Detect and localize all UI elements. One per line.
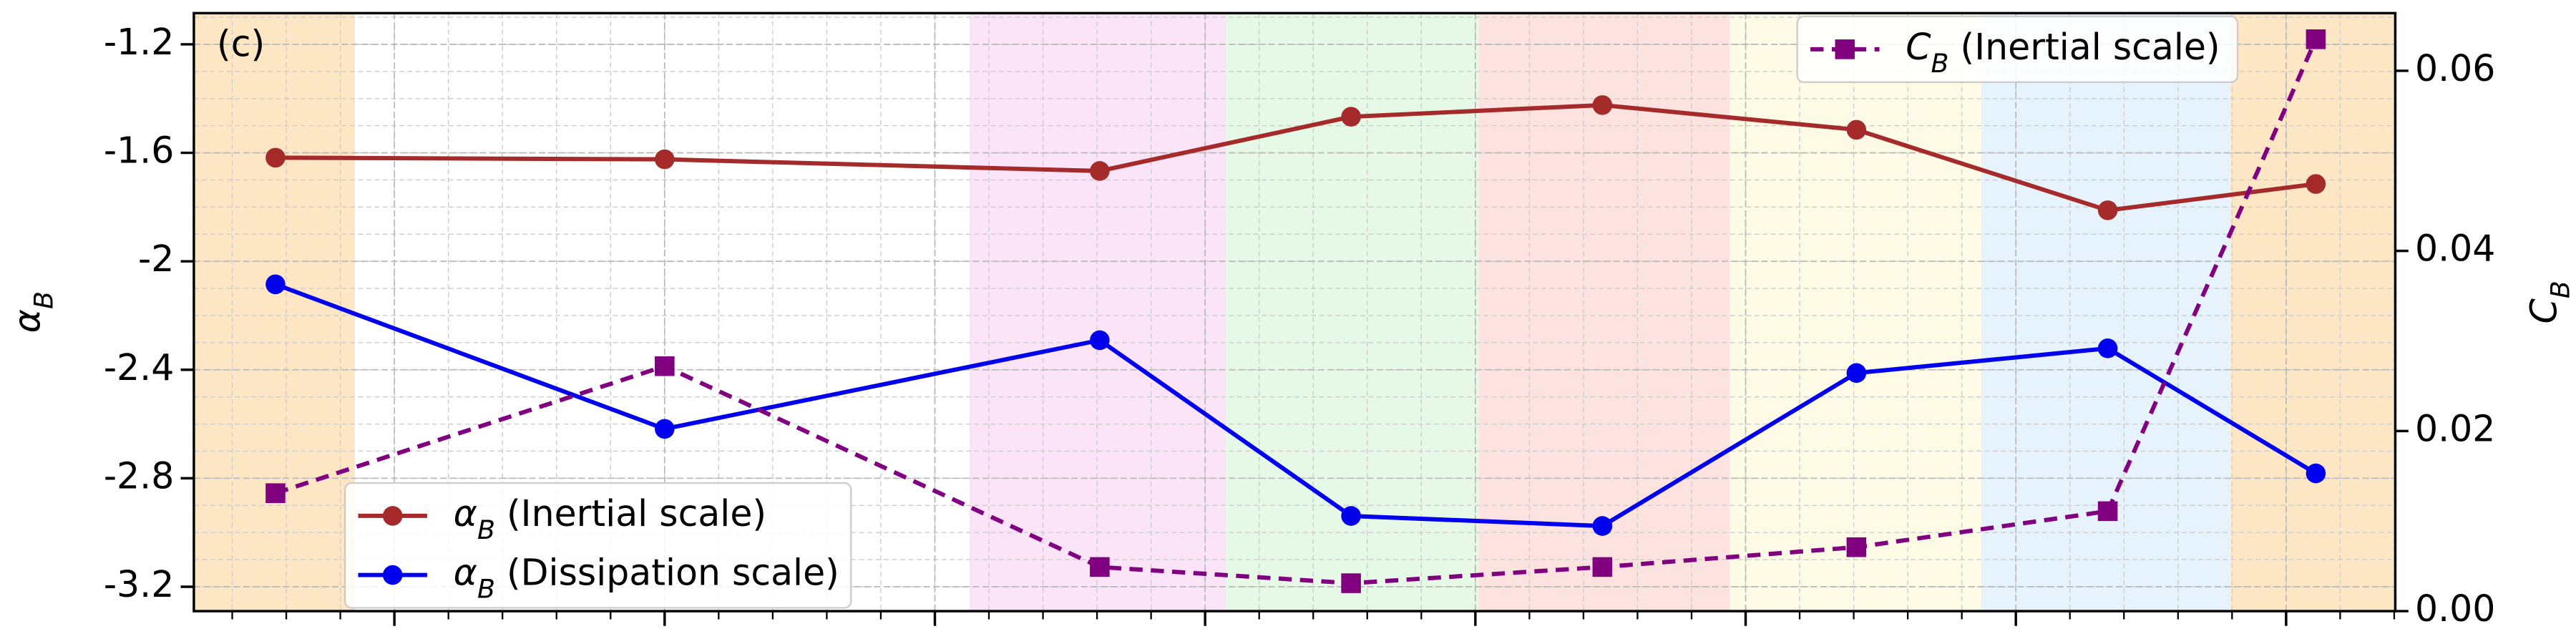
marker [1341, 573, 1361, 593]
marker [2097, 501, 2118, 522]
marker [265, 483, 286, 503]
legend-marker [382, 506, 403, 526]
marker [655, 149, 675, 170]
y-tick-label: -2 [138, 238, 174, 280]
marker [1846, 537, 1867, 557]
y-tick-label: -2.8 [104, 454, 175, 497]
legend-marker [1835, 39, 1855, 59]
shaded-region [2230, 13, 2396, 612]
marker [265, 147, 286, 168]
y2-tick-label: 0.00 [2415, 587, 2495, 630]
y-tick-label: -1.6 [104, 129, 175, 171]
marker [1341, 107, 1361, 127]
y-tick-label: -1.2 [104, 20, 175, 62]
panel-label: (c) [217, 22, 265, 64]
marker [1341, 506, 1361, 526]
marker [1090, 330, 1110, 351]
y2-tick-label: 0.04 [2415, 227, 2495, 269]
marker [265, 274, 286, 295]
shaded-region [193, 13, 356, 612]
foreground: -1.2 -1.6 -2 -2.4 -2.8 -3.2 0.00 0.02 0.04 0.06 (c… [6, 11, 2575, 630]
marker [1090, 161, 1110, 181]
legend-label: αB (Dissipation scale) [454, 551, 839, 604]
y2-tick-label: 0.02 [2415, 407, 2495, 449]
legend-marker [382, 565, 403, 585]
marker [1592, 516, 1613, 536]
shaded-region [969, 13, 1226, 612]
marker [1592, 95, 1613, 115]
marker [655, 419, 675, 439]
y2-tick-label: 0.06 [2415, 47, 2495, 89]
y-tick-label: -2.4 [104, 346, 175, 388]
y-tick-label: -3.2 [104, 562, 175, 605]
y2-axis-label: CB [2522, 280, 2575, 323]
marker [2097, 338, 2118, 358]
marker [2097, 200, 2118, 220]
series-line [275, 102, 2316, 213]
marker [2306, 463, 2326, 484]
plot-frame [192, 11, 2397, 613]
shaded-region [1729, 13, 1981, 612]
legend-label: αB (Inertial scale) [454, 492, 766, 545]
marker [2306, 174, 2326, 194]
y-axis-label: αB [6, 291, 59, 333]
marker [1090, 557, 1110, 577]
marker [1846, 119, 1867, 140]
legend-box [1796, 15, 2239, 83]
series-line [274, 282, 2317, 529]
marker [1846, 363, 1867, 384]
series-line [275, 38, 2318, 586]
marker [2306, 29, 2326, 49]
marker [655, 356, 675, 376]
legend-label: CB (Inertial scale) [1906, 25, 2220, 78]
legend-box [343, 482, 852, 609]
marker [1592, 557, 1613, 577]
